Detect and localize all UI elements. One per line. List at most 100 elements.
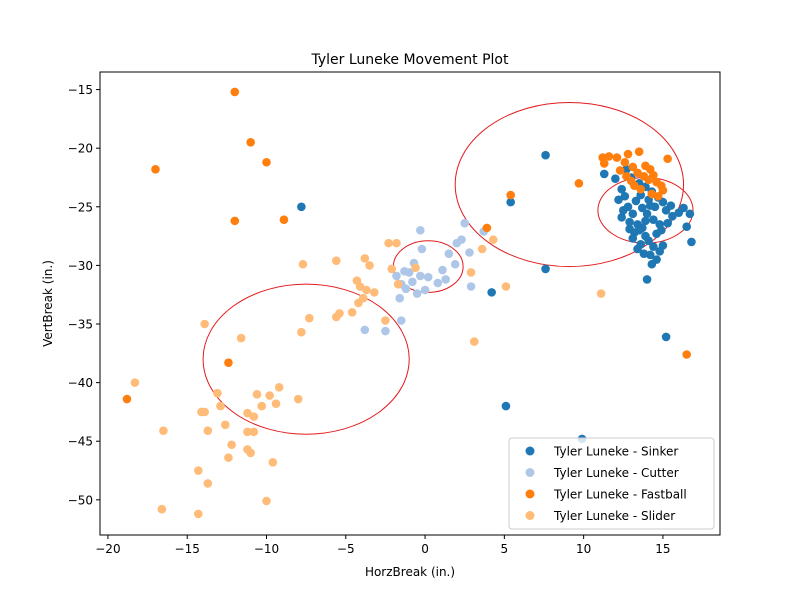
data-point bbox=[249, 412, 259, 421]
data-point bbox=[682, 350, 692, 359]
data-point bbox=[331, 312, 341, 322]
y-tick-label: −30 bbox=[68, 259, 93, 273]
data-point bbox=[647, 259, 657, 269]
data-point bbox=[631, 196, 641, 206]
data-point bbox=[645, 201, 655, 210]
y-tick-label: −15 bbox=[68, 83, 93, 97]
data-point bbox=[203, 479, 213, 488]
data-point bbox=[220, 420, 230, 430]
data-point bbox=[658, 186, 668, 195]
data-point bbox=[599, 169, 609, 179]
data-point bbox=[574, 179, 584, 188]
data-point bbox=[679, 203, 688, 213]
data-point bbox=[257, 401, 267, 411]
data-point bbox=[358, 293, 368, 303]
data-point bbox=[638, 203, 647, 213]
data-point bbox=[252, 390, 262, 399]
data-point bbox=[611, 174, 620, 183]
data-point bbox=[360, 254, 370, 263]
data-point bbox=[370, 288, 379, 297]
data-point bbox=[642, 209, 652, 219]
legend-label: Tyler Luneke - Sinker bbox=[553, 445, 678, 459]
data-point bbox=[541, 150, 550, 160]
data-point bbox=[488, 235, 498, 244]
x-tick-label: 15 bbox=[655, 542, 670, 556]
data-point bbox=[450, 259, 460, 269]
data-point bbox=[506, 197, 515, 207]
chart-title: Tyler Luneke Movement Plot bbox=[311, 52, 509, 68]
legend-label: Tyler Luneke - Fastball bbox=[553, 488, 687, 502]
y-tick-label: −20 bbox=[68, 142, 93, 156]
series-1 bbox=[297, 150, 696, 444]
data-point bbox=[274, 383, 284, 392]
data-point bbox=[392, 271, 401, 281]
x-tick-label: −10 bbox=[254, 542, 279, 556]
y-tick-label: −35 bbox=[68, 318, 93, 332]
data-point bbox=[685, 209, 695, 219]
data-point bbox=[297, 327, 306, 337]
data-point bbox=[347, 307, 357, 317]
data-point bbox=[362, 285, 371, 295]
data-point bbox=[649, 170, 658, 180]
series-4 bbox=[130, 235, 606, 519]
data-point bbox=[297, 202, 306, 212]
data-point bbox=[384, 238, 393, 248]
data-point bbox=[387, 264, 397, 274]
data-point bbox=[482, 223, 492, 233]
data-point bbox=[477, 244, 487, 254]
data-point bbox=[612, 153, 622, 162]
data-point bbox=[655, 220, 665, 229]
data-point bbox=[246, 448, 255, 458]
data-point bbox=[265, 391, 274, 400]
data-point bbox=[644, 236, 653, 246]
data-point bbox=[433, 278, 443, 288]
plot-frame bbox=[99, 71, 721, 536]
data-point bbox=[331, 256, 341, 266]
x-tick-label: −5 bbox=[337, 542, 355, 556]
data-point bbox=[487, 288, 496, 297]
data-point bbox=[298, 259, 308, 269]
data-point bbox=[625, 217, 634, 227]
data-point bbox=[625, 224, 634, 234]
series-3 bbox=[122, 87, 692, 404]
data-point bbox=[687, 237, 696, 247]
data-point bbox=[246, 138, 255, 147]
data-point bbox=[633, 244, 642, 254]
data-point bbox=[441, 275, 450, 284]
data-point bbox=[401, 284, 411, 294]
data-point bbox=[381, 316, 390, 325]
data-point bbox=[506, 190, 515, 200]
data-point bbox=[620, 191, 630, 201]
legend-box bbox=[508, 437, 715, 530]
data-point bbox=[634, 147, 644, 157]
data-point bbox=[501, 401, 511, 411]
data-point bbox=[417, 244, 427, 254]
data-point bbox=[641, 161, 650, 171]
data-point bbox=[617, 213, 626, 222]
x-tick-label: −20 bbox=[95, 542, 120, 556]
data-point bbox=[159, 426, 168, 435]
data-point bbox=[628, 162, 638, 172]
data-point bbox=[599, 159, 609, 168]
data-point bbox=[614, 195, 623, 205]
data-point bbox=[501, 282, 511, 291]
data-point bbox=[636, 184, 646, 194]
data-point bbox=[227, 440, 236, 450]
data-point bbox=[653, 191, 663, 201]
data-point bbox=[395, 293, 404, 303]
data-point bbox=[666, 201, 676, 210]
data-point bbox=[279, 215, 289, 224]
data-point bbox=[438, 265, 447, 275]
y-tick-label: −40 bbox=[68, 376, 93, 390]
data-point bbox=[617, 184, 626, 194]
data-point bbox=[194, 509, 203, 519]
data-point bbox=[404, 268, 414, 277]
data-point bbox=[649, 242, 658, 251]
data-point bbox=[293, 394, 303, 404]
x-tick-label: −15 bbox=[175, 542, 200, 556]
x-tick-label: 0 bbox=[421, 542, 429, 556]
legend-label: Tyler Luneke - Cutter bbox=[553, 466, 679, 480]
data-point bbox=[641, 216, 650, 226]
data-point bbox=[416, 271, 425, 281]
data-point bbox=[230, 216, 240, 226]
